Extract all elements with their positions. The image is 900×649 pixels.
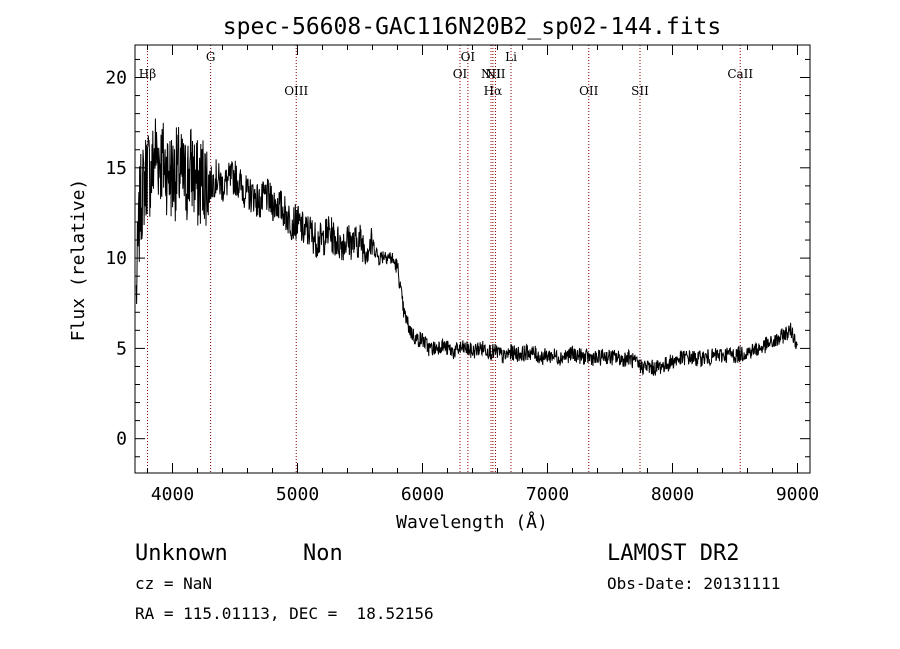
- x-tick-label: 9000: [776, 484, 819, 505]
- spectral-line-label: Li: [505, 50, 517, 64]
- y-tick-label: 10: [105, 248, 127, 269]
- y-tick-label: 5: [116, 338, 127, 359]
- x-tick-label: 8000: [651, 484, 694, 505]
- spectral-line-label: OIII: [284, 84, 308, 98]
- y-tick-label: 15: [105, 158, 127, 179]
- spectral-line-label: OI: [453, 67, 468, 81]
- spectrum-line: [135, 118, 798, 376]
- spectral-line-markers: Hβ G OIII OI OI NII Hα NII Li OII SII CaII: [139, 45, 753, 473]
- chart-title: spec-56608-GAC116N20B2_sp02-144.fits: [223, 14, 722, 40]
- x-axis-ticks: 4000 5000 6000 7000 8000 9000: [147, 45, 819, 505]
- survey-label: LAMOST DR2: [607, 541, 739, 566]
- cz-label: cz = NaN: [135, 574, 212, 593]
- y-tick-label: 20: [105, 68, 127, 89]
- spectral-line-label: CaII: [727, 67, 753, 81]
- plot-frame: [134, 44, 811, 474]
- x-tick-label: 4000: [151, 484, 194, 505]
- x-tick-label: 7000: [526, 484, 569, 505]
- class-label: Unknown: [135, 541, 228, 566]
- spectral-line-label: G: [206, 50, 216, 64]
- spectral-line-label: NII: [481, 67, 501, 81]
- subclass-label: Non: [303, 541, 343, 566]
- x-axis-label: Wavelength (Å): [396, 511, 548, 533]
- spectral-line-label: SII: [631, 84, 649, 98]
- x-tick-label: 6000: [401, 484, 444, 505]
- spectrum-trace: [135, 118, 798, 376]
- x-tick-label: 5000: [276, 484, 319, 505]
- spectral-line-label: Hα: [484, 84, 503, 98]
- spectral-line-label: OI: [461, 50, 476, 64]
- spectral-line-label: Hβ: [139, 67, 156, 81]
- y-axis-label: Flux (relative): [68, 179, 89, 342]
- y-axis-ticks: 0 5 10 15 20: [105, 58, 810, 458]
- spectral-line-label: NII: [486, 67, 506, 81]
- obs-date-label: Obs-Date: 20131111: [607, 574, 780, 593]
- coords-label: RA = 115.01113, DEC = 18.52156: [135, 604, 434, 623]
- spectral-line-label: OII: [579, 84, 599, 98]
- y-tick-label: 0: [116, 429, 127, 450]
